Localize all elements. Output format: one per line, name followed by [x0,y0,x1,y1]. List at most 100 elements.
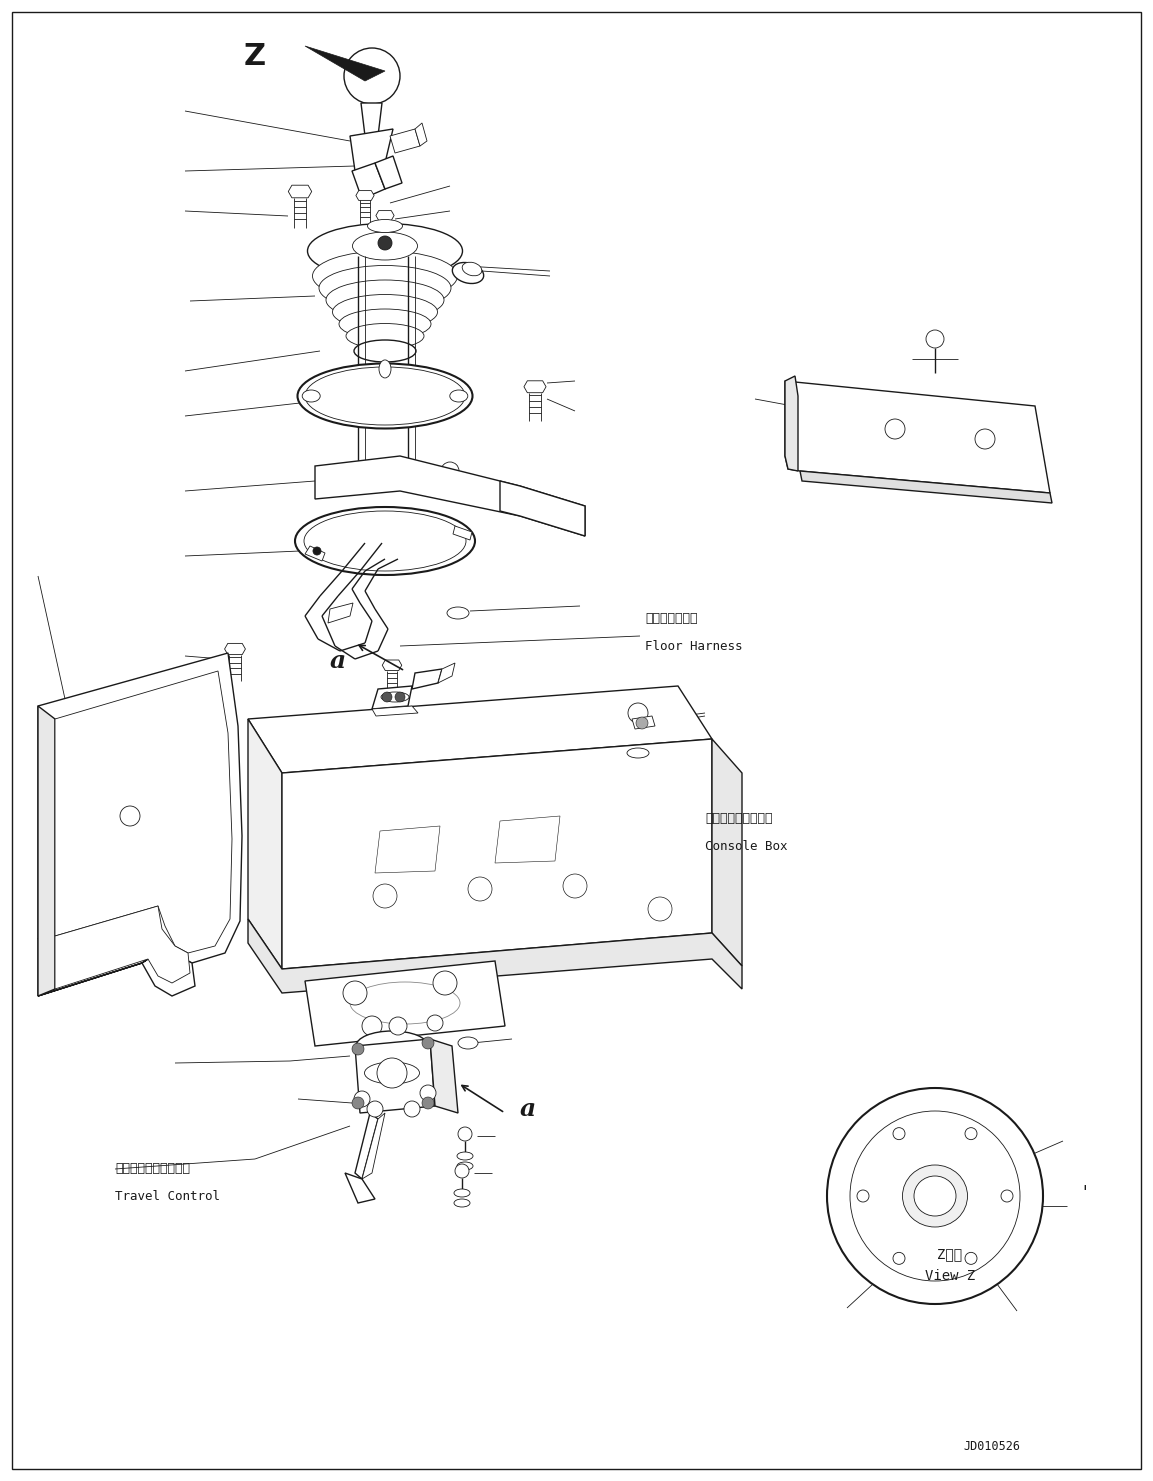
Ellipse shape [364,1062,420,1084]
Ellipse shape [319,265,451,311]
Circle shape [389,1017,407,1035]
Ellipse shape [308,224,462,278]
Text: トラベルコントロール: トラベルコントロール [115,1161,190,1174]
Text: Console Box: Console Box [704,840,787,853]
Polygon shape [430,1040,458,1114]
Ellipse shape [339,310,431,339]
Ellipse shape [332,295,437,329]
Circle shape [382,692,392,702]
Polygon shape [38,653,242,963]
Ellipse shape [353,233,417,261]
Circle shape [312,546,321,555]
Ellipse shape [295,507,475,575]
Circle shape [563,874,587,897]
Polygon shape [306,546,325,561]
Circle shape [455,1164,469,1177]
Polygon shape [412,669,442,689]
Circle shape [886,419,905,438]
Circle shape [361,469,379,489]
Circle shape [377,1057,407,1089]
Circle shape [965,1253,977,1265]
Circle shape [434,972,457,995]
Circle shape [374,884,397,908]
Circle shape [857,1191,869,1203]
Polygon shape [356,191,374,200]
Circle shape [378,235,392,250]
Ellipse shape [914,1176,956,1216]
Polygon shape [55,671,232,952]
Polygon shape [315,456,585,536]
Ellipse shape [346,323,424,348]
Ellipse shape [903,1166,967,1226]
Circle shape [1001,1191,1013,1203]
Circle shape [427,1014,443,1031]
Ellipse shape [454,1189,470,1197]
Ellipse shape [447,607,469,619]
Ellipse shape [302,390,321,401]
Polygon shape [372,706,419,715]
Polygon shape [785,376,798,471]
Circle shape [636,717,648,729]
Text: Z: Z [244,41,266,71]
Circle shape [926,330,944,348]
Circle shape [458,1127,472,1140]
Polygon shape [438,663,455,683]
Circle shape [352,1043,364,1054]
Polygon shape [800,471,1052,504]
Ellipse shape [627,748,649,758]
Ellipse shape [304,511,466,572]
Ellipse shape [452,262,483,283]
Ellipse shape [454,1200,470,1207]
Circle shape [404,1100,420,1117]
Ellipse shape [450,390,468,401]
Polygon shape [355,1040,435,1114]
Polygon shape [713,739,743,966]
Text: a: a [330,649,346,672]
Text: Travel Control: Travel Control [115,1189,220,1203]
Polygon shape [372,686,412,709]
Polygon shape [355,1114,378,1179]
Polygon shape [351,129,393,170]
Polygon shape [248,686,713,773]
Circle shape [342,980,367,1006]
Polygon shape [327,603,353,624]
Polygon shape [38,960,148,997]
Polygon shape [495,816,560,863]
Text: a: a [520,1097,536,1121]
Circle shape [648,897,672,921]
Polygon shape [288,185,311,198]
Circle shape [367,1100,383,1117]
Polygon shape [248,718,282,969]
Circle shape [628,703,648,723]
Polygon shape [390,129,420,153]
Polygon shape [282,739,713,969]
Circle shape [894,1127,905,1140]
Polygon shape [375,826,440,872]
Polygon shape [225,643,246,655]
Ellipse shape [368,219,402,233]
Circle shape [917,1177,954,1214]
Ellipse shape [458,1037,478,1049]
Ellipse shape [462,262,482,275]
Circle shape [422,1037,434,1049]
Circle shape [352,1097,364,1109]
Polygon shape [38,906,195,997]
Polygon shape [632,715,655,729]
Polygon shape [383,661,401,671]
Polygon shape [306,961,505,1046]
Circle shape [965,1127,977,1140]
Ellipse shape [351,982,460,1023]
Circle shape [344,47,400,104]
Text: Floor Harness: Floor Harness [645,640,743,653]
Text: フロアハーネス: フロアハーネス [645,612,698,625]
Ellipse shape [379,360,391,378]
Polygon shape [500,481,585,536]
Circle shape [395,692,405,702]
Circle shape [354,1091,370,1106]
Polygon shape [785,381,1050,493]
Circle shape [120,806,140,826]
Polygon shape [453,526,472,541]
Ellipse shape [297,363,473,428]
Circle shape [894,1253,905,1265]
Circle shape [850,1111,1020,1281]
